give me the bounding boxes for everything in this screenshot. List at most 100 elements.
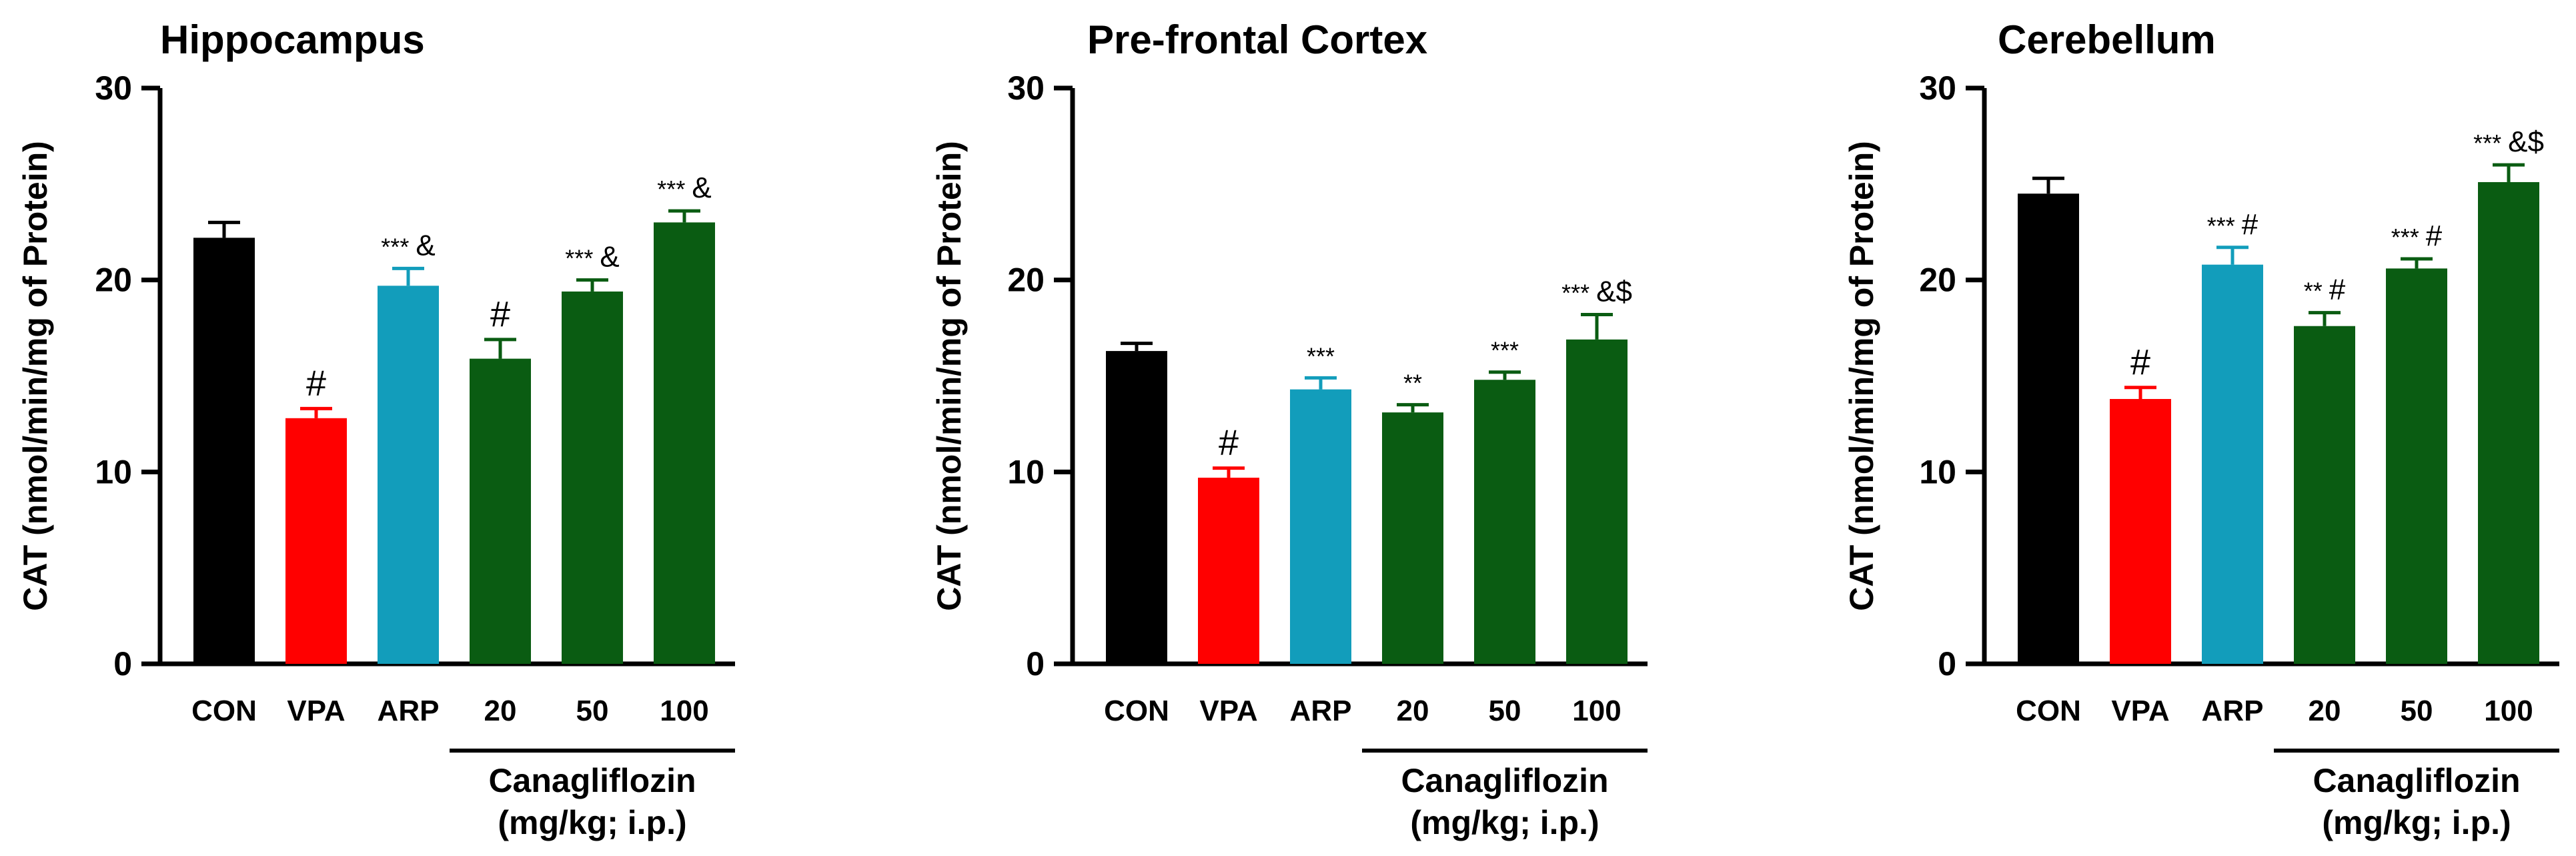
bar-50 [2386,268,2447,664]
significance-stars: *** [565,245,593,272]
y-axis-label: CAT (nmol/min/mg of Protein) [930,141,968,611]
significance-mark: &$ [2508,125,2544,158]
y-tick-label: 30 [1919,69,1956,107]
y-tick-label: 20 [1007,262,1045,299]
y-tick-label: 0 [1938,645,1956,683]
significance-stars: ** [1403,370,1422,397]
significance-label: *** & [657,171,711,204]
significance-stars: *** [2391,224,2419,251]
x-tick-label: ARP [378,695,440,727]
x-tick-label: 50 [2401,695,2433,727]
x-tick-label: 20 [2309,695,2341,727]
significance-stars: *** [657,175,685,203]
x-tick-label: VPA [287,695,345,727]
significance-mark: # [1219,423,1239,463]
chart-title: Cerebellum [1998,17,2216,62]
significance-label: # [490,294,510,334]
group-dose-label: (mg/kg; i.p.) [1410,804,1599,841]
significance-mark: &$ [1596,275,1632,308]
group-dose-label: (mg/kg; i.p.) [498,804,686,841]
y-tick-label: 0 [113,645,132,683]
x-tick-label: 50 [576,695,609,727]
significance-stars: *** [1561,279,1589,306]
y-axis-label: CAT (nmol/min/mg of Protein) [17,141,54,611]
bar-50 [1474,380,1535,664]
y-axis-label: CAT (nmol/min/mg of Protein) [1843,141,1880,611]
bar-VPA [2110,399,2171,664]
y-tick-label: 20 [95,262,132,299]
significance-mark: # [2329,274,2346,306]
significance-label: # [1219,423,1239,463]
significance-label: *** # [2391,220,2443,252]
significance-stars: *** [1307,342,1335,370]
significance-mark: & [600,241,619,274]
bar-ARP [378,286,439,665]
significance-mark: # [2130,342,2150,382]
bar-20 [1382,412,1443,664]
x-tick-label: ARP [1290,695,1352,727]
group-dose-label: (mg/kg; i.p.) [2322,804,2511,841]
bar-CON [193,238,255,664]
x-tick-label: 20 [1397,695,1429,727]
panel-prefrontal-cortex: Pre-frontal Cortex CAT (nmol/min/mg of Pr… [930,17,1648,841]
bar-VPA [1198,477,1259,664]
significance-label: # [306,363,326,403]
x-tick-label: 100 [660,695,708,727]
chart-title: Pre-frontal Cortex [1087,17,1427,62]
bar-100 [2478,181,2539,664]
chart-title: Hippocampus [160,17,425,62]
bar-20 [470,358,531,664]
bar-50 [562,291,623,665]
y-tick-label: 10 [1919,453,1956,490]
y-tick-label: 20 [1919,262,1956,299]
significance-stars: *** [2207,212,2235,240]
significance-label: ** # [2304,274,2346,306]
significance-stars: ** [2304,278,2323,305]
bar-ARP [1290,389,1351,664]
x-tick-label: ARP [2202,695,2264,727]
significance-stars: *** [381,233,409,260]
significance-label: *** &$ [1561,275,1632,308]
significance-mark: # [2426,220,2443,252]
significance-label: *** &$ [2473,125,2544,158]
significance-mark: # [2242,208,2259,241]
x-tick-label: CON [191,695,257,727]
significance-mark: & [416,229,435,262]
y-tick-label: 30 [95,69,132,107]
x-tick-label: 50 [1489,695,1521,727]
x-tick-label: CON [1104,695,1169,727]
group-label: Canagliflozin [1401,762,1608,799]
significance-label: *** [1307,342,1335,370]
y-tick-label: 10 [1007,453,1045,490]
group-label: Canagliflozin [2313,762,2520,799]
panel-cerebellum: Cerebellum CAT (nmol/min/mg of Protein) 0 1… [1843,17,2559,841]
significance-label: # [2130,342,2150,382]
y-tick-label: 10 [95,453,132,490]
panel-hippocampus: Hippocampus CAT (nmol/min/mg of Protein) 0… [17,17,735,841]
significance-mark: # [306,363,326,403]
x-tick-label: 20 [484,695,517,727]
bar-CON [2018,193,2079,664]
x-tick-label: 100 [1572,695,1621,727]
bar-20 [2294,326,2355,664]
y-tick-label: 30 [1007,69,1045,107]
significance-label: *** & [381,229,435,262]
significance-label: *** # [2207,208,2259,241]
significance-label: *** [1491,337,1519,364]
bar-100 [654,222,715,664]
x-tick-label: CON [2016,695,2081,727]
bar-CON [1106,351,1167,664]
x-tick-label: 100 [2484,695,2533,727]
significance-mark: # [490,294,510,334]
significance-label: ** [1403,370,1422,397]
bar-ARP [2202,264,2263,664]
bar-VPA [285,418,347,664]
group-label: Canagliflozin [488,762,696,799]
bar-100 [1566,339,1628,664]
significance-stars: *** [2473,129,2501,157]
y-tick-label: 0 [1026,645,1045,683]
x-tick-label: VPA [1199,695,1257,727]
significance-stars: *** [1491,337,1519,364]
x-tick-label: VPA [2111,695,2169,727]
